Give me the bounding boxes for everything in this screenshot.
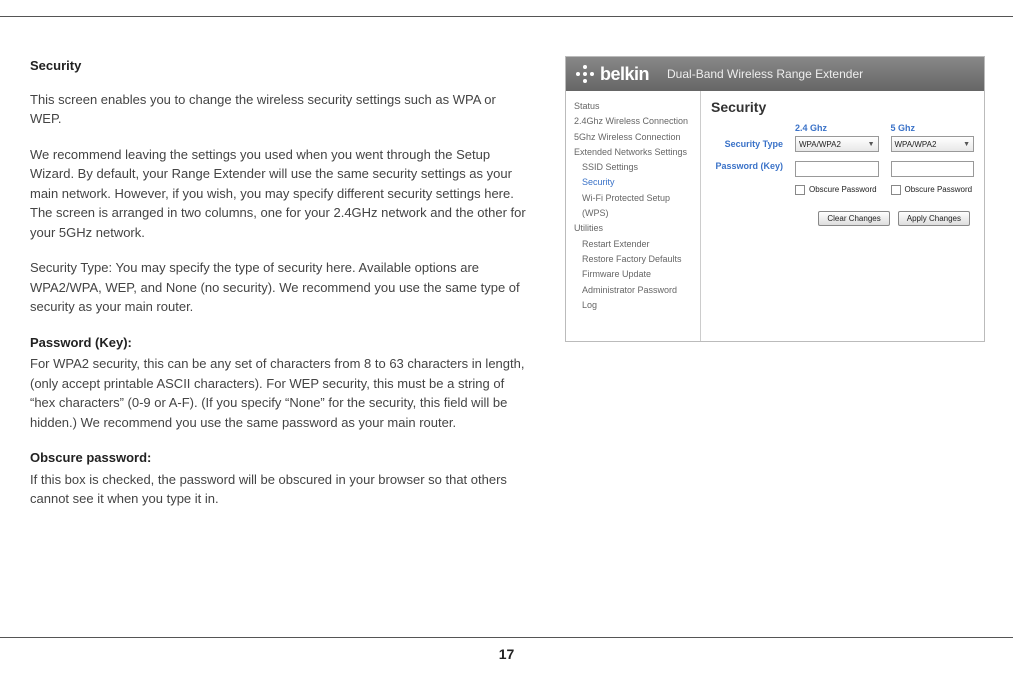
nav-restart[interactable]: Restart Extender xyxy=(574,237,696,252)
column-5ghz: 5 Ghz WPA/WPA2 ▼ Obscure Password xyxy=(891,123,975,205)
sidebar-nav: Status 2.4Ghz Wireless Connection 5Ghz W… xyxy=(566,91,701,341)
label-security-type: Security Type xyxy=(711,139,783,151)
obscure-24-label: Obscure Password xyxy=(809,185,877,194)
obscure-24-checkbox[interactable] xyxy=(795,185,805,195)
doc-p4: For WPA2 security, this can be any set o… xyxy=(30,354,530,432)
apply-changes-button[interactable]: Apply Changes xyxy=(898,211,970,226)
doc-heading: Security xyxy=(30,56,530,76)
panel-title: Dual-Band Wireless Range Extender xyxy=(667,67,863,81)
select-value-5: WPA/WPA2 xyxy=(895,140,937,149)
nav-wps[interactable]: Wi-Fi Protected Setup (WPS) xyxy=(574,191,696,222)
admin-panel: belkin Dual-Band Wireless Range Extender… xyxy=(565,56,985,342)
nav-utilities[interactable]: Utilities xyxy=(574,221,696,236)
row-labels: Security Type Password (Key) xyxy=(711,123,783,205)
nav-security[interactable]: Security xyxy=(574,175,696,190)
select-value-24: WPA/WPA2 xyxy=(799,140,841,149)
password-5-input[interactable] xyxy=(891,161,975,177)
chevron-down-icon: ▼ xyxy=(963,141,970,148)
obscure-5-label: Obscure Password xyxy=(905,185,973,194)
band-24-label: 2.4 Ghz xyxy=(795,123,879,133)
nav-extended[interactable]: Extended Networks Settings xyxy=(574,145,696,160)
panel-header: belkin Dual-Band Wireless Range Extender xyxy=(566,57,984,91)
bottom-rule xyxy=(0,637,1013,638)
nav-status[interactable]: Status xyxy=(574,99,696,114)
doc-p1: This screen enables you to change the wi… xyxy=(30,90,530,129)
nav-firmware[interactable]: Firmware Update xyxy=(574,267,696,282)
document-text: Security This screen enables you to chan… xyxy=(30,56,530,525)
security-type-24-select[interactable]: WPA/WPA2 ▼ xyxy=(795,136,879,152)
page-number: 17 xyxy=(0,646,1013,662)
doc-p5: If this box is checked, the password wil… xyxy=(30,470,530,509)
nav-restore[interactable]: Restore Factory Defaults xyxy=(574,252,696,267)
password-24-input[interactable] xyxy=(795,161,879,177)
column-24ghz: 2.4 Ghz WPA/WPA2 ▼ Obscure Password xyxy=(795,123,879,205)
chevron-down-icon: ▼ xyxy=(868,141,875,148)
obscure-5-checkbox[interactable] xyxy=(891,185,901,195)
nav-24ghz[interactable]: 2.4Ghz Wireless Connection xyxy=(574,114,696,129)
security-type-5-select[interactable]: WPA/WPA2 ▼ xyxy=(891,136,975,152)
panel-content: Security Security Type Password (Key) 2.… xyxy=(701,91,984,341)
doc-sub-password: Password (Key): xyxy=(30,333,530,353)
clear-changes-button[interactable]: Clear Changes xyxy=(818,211,889,226)
content-title: Security xyxy=(711,99,974,115)
label-password-key: Password (Key) xyxy=(711,161,783,173)
nav-ssid[interactable]: SSID Settings xyxy=(574,160,696,175)
doc-p2: We recommend leaving the settings you us… xyxy=(30,145,530,243)
belkin-logo-icon xyxy=(576,65,594,83)
nav-admin[interactable]: Administrator Password xyxy=(574,283,696,298)
doc-sub-obscure: Obscure password: xyxy=(30,448,530,468)
doc-p3: Security Type: You may specify the type … xyxy=(30,258,530,317)
nav-5ghz[interactable]: 5Ghz Wireless Connection xyxy=(574,130,696,145)
band-5-label: 5 Ghz xyxy=(891,123,975,133)
top-rule xyxy=(0,16,1013,17)
brand-text: belkin xyxy=(600,64,649,85)
nav-log[interactable]: Log xyxy=(574,298,696,313)
